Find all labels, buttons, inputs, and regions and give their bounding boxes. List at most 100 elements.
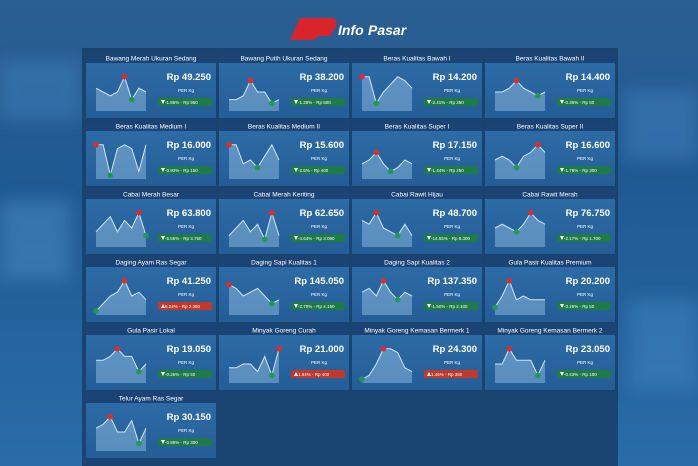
card-body <box>219 121 349 186</box>
card-body <box>86 257 216 322</box>
card-title: Minyak Goreng Curah <box>252 328 316 335</box>
change: -5.55% - Rp 3.750 <box>165 236 202 241</box>
change: -0.99% - Rp 300 <box>165 440 198 445</box>
card-header <box>86 189 216 199</box>
card[interactable]: Daging Sapi Kualitas 2 Rp 137.350 PER Kg -1… <box>352 257 482 322</box>
change-badge <box>158 370 212 378</box>
sparkline <box>361 211 413 237</box>
card[interactable]: Beras Kualitas Bawah II Rp 14.400 PER Kg -0… <box>485 53 615 118</box>
card-header <box>485 325 615 335</box>
price: Rp 62.650 <box>300 208 344 219</box>
min-dot <box>93 308 99 315</box>
card-header <box>219 121 349 131</box>
change-badge <box>424 234 478 242</box>
card[interactable]: Beras Kualitas Medium II Rp 15.600 PER Kg -… <box>219 121 349 186</box>
change: 1.46% - Rp 350 <box>431 372 463 377</box>
sparkline-area <box>96 144 146 179</box>
card[interactable]: Minyak Goreng Kemasan Bermerk 2 Rp 23.050… <box>485 325 615 390</box>
card[interactable]: Minyak Goreng Kemasan Bermerk 1 Rp 24.300… <box>352 325 482 390</box>
card-title: Cabai Merah Besar <box>123 192 180 199</box>
max-dot <box>513 77 520 84</box>
card-title: Daging Sapi Kualitas 1 <box>251 260 317 267</box>
change: -4.64% - Rp 3.050 <box>298 236 335 241</box>
card[interactable]: Beras Kualitas Super II Rp 16.600 PER Kg -1… <box>485 121 615 186</box>
change-badge <box>557 166 611 174</box>
card[interactable]: Gula Pasir Kualitas Premium Rp 20.200 PER … <box>485 257 615 322</box>
price: Rp 63.800 <box>167 208 211 219</box>
min-dot <box>535 93 541 99</box>
max-dot <box>114 346 121 352</box>
price: Rp 21.000 <box>300 344 344 355</box>
card[interactable]: Telur Ayam Ras Segar Rp 30.150 PER Kg -0.99… <box>86 393 216 458</box>
card[interactable]: Cabai Merah Besar Rp 63.800 PER Kg -5.55% -… <box>86 189 216 254</box>
change: -0.25% - Rp 50 <box>564 304 595 309</box>
max-dot <box>535 142 541 148</box>
max-dot <box>121 74 128 80</box>
min-dot <box>261 236 268 243</box>
sparkline <box>95 415 147 445</box>
change-badge <box>557 234 611 242</box>
max-dot <box>247 77 254 84</box>
card-title: Bawang Merah Ukuran Sedang <box>106 56 197 63</box>
card-title: Beras Kualitas Medium II <box>248 124 320 131</box>
card[interactable]: Gula Pasir Lokal Rp 19.050 PER Kg -0.26% - … <box>86 325 216 390</box>
card-title: Beras Kualitas Bawah II <box>515 56 584 63</box>
change-arrow <box>560 372 564 376</box>
min-dot <box>269 300 275 307</box>
card[interactable]: Cabai Merah Keriting Rp 62.650 PER Kg -4.64… <box>219 189 349 254</box>
min-dot <box>136 368 142 375</box>
card[interactable]: Cabai Rawit Hijau Rp 48.700 PER Kg -14.55% … <box>352 189 482 254</box>
card[interactable]: Cabai Rawit Merah Rp 76.750 PER Kg -2.17% -… <box>485 189 615 254</box>
card-body <box>352 53 482 118</box>
change-badge <box>291 234 345 242</box>
unit: PER Kg <box>178 360 195 365</box>
card-title: Telur Ayam Ras Segar <box>119 396 184 403</box>
card-title: Gula Pasir Kualitas Premium <box>508 260 591 267</box>
price: Rp 24.300 <box>433 344 477 355</box>
card-header <box>352 189 482 199</box>
card[interactable]: Bawang Merah Ukuran Sedang Rp 49.250 PER K… <box>86 53 216 118</box>
card[interactable]: Daging Sapi Kualitas 1 Rp 145.050 PER Kg -2… <box>219 257 349 322</box>
card-body <box>485 121 615 186</box>
change: -2.41% - Rp 350 <box>431 100 464 105</box>
card[interactable]: Beras Kualitas Super I Rp 17.150 PER Kg -1.… <box>352 121 482 186</box>
max-dot <box>373 210 380 216</box>
card[interactable]: Bawang Putih Ukuran Sedang Rp 38.200 PER K… <box>219 53 349 118</box>
change-arrow <box>427 100 431 104</box>
change-badge <box>158 166 212 174</box>
change-arrow <box>427 304 431 308</box>
change: -1.78% - Rp 300 <box>564 168 597 173</box>
card[interactable]: Daging Ayam Ras Segar Rp 41.250 PER Kg 6.04… <box>86 257 216 322</box>
card-body <box>86 189 216 254</box>
change: -2.70% - Rp 4.150 <box>298 304 335 309</box>
card-title: Cabai Rawit Merah <box>522 192 578 199</box>
sparkline-area <box>495 348 545 383</box>
card-header <box>352 325 482 335</box>
card-body <box>485 189 615 254</box>
price: Rp 48.700 <box>433 208 477 219</box>
unit: PER Kg <box>577 88 594 93</box>
card[interactable]: Beras Kualitas Bawah I Rp 14.200 PER Kg -2.… <box>352 53 482 118</box>
min-dot <box>136 440 142 447</box>
sparkline-area <box>362 152 412 179</box>
change-badge <box>424 370 478 378</box>
sparkline-area <box>96 416 146 451</box>
sparkline <box>361 348 413 380</box>
card[interactable]: Minyak Goreng Curah Rp 21.000 PER Kg 1.94% … <box>219 325 349 390</box>
card[interactable]: Beras Kualitas Medium I Rp 16.000 PER Kg -0… <box>86 121 216 186</box>
sparkline-area <box>229 80 279 111</box>
card-body <box>86 53 216 118</box>
min-dot <box>535 372 541 379</box>
card-header <box>485 189 615 199</box>
card-header <box>352 257 482 267</box>
price: Rp 23.050 <box>566 344 610 355</box>
card-title: Daging Ayam Ras Segar <box>115 260 187 267</box>
change-badge <box>291 302 345 310</box>
brand-right: Pasar <box>368 22 408 38</box>
change-badge <box>158 438 212 446</box>
sparkline <box>96 144 147 176</box>
card-body <box>219 53 349 118</box>
unit: PER Kg <box>311 360 328 365</box>
card-title: Minyak Goreng Kemasan Bermerk 1 <box>364 328 470 335</box>
price: Rp 17.150 <box>433 140 477 151</box>
